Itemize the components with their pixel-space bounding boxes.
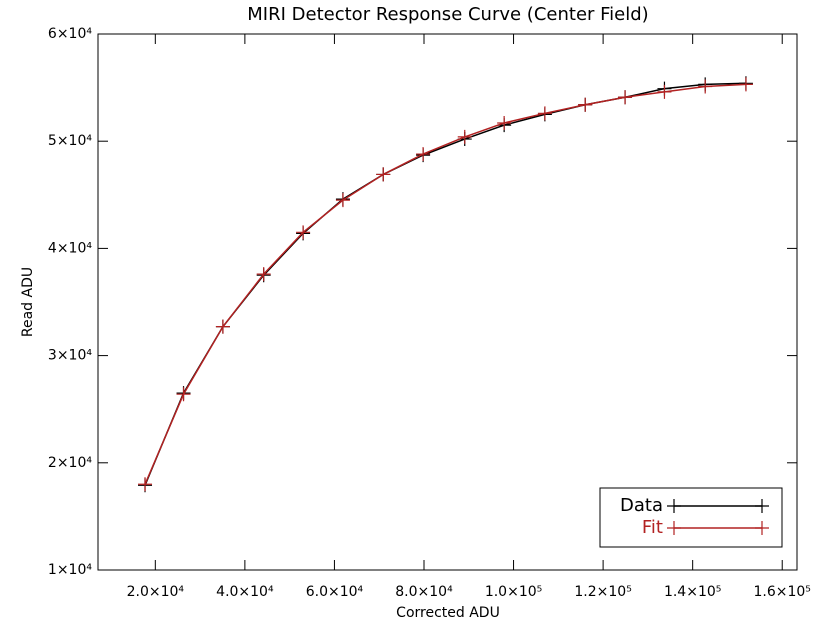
data-marker xyxy=(657,84,672,99)
y-tick-label: 2×10⁴ xyxy=(48,455,92,471)
x-tick-label: 1.4×10⁵ xyxy=(664,584,721,600)
legend-marker xyxy=(667,521,681,535)
data-marker xyxy=(335,193,350,208)
data-marker xyxy=(296,225,311,240)
x-tick-label: 1.6×10⁵ xyxy=(754,584,811,600)
data-marker xyxy=(537,106,552,121)
y-tick-label: 4×10⁴ xyxy=(48,240,92,256)
data-marker xyxy=(176,387,191,402)
series-line xyxy=(144,82,746,486)
legend-marker xyxy=(755,521,769,535)
x-tick-label: 1.0×10⁵ xyxy=(485,584,542,600)
data-marker xyxy=(578,97,593,112)
x-tick-label: 8.0×10⁴ xyxy=(395,584,453,600)
legend-box xyxy=(599,487,783,548)
x-tick-label: 1.2×10⁵ xyxy=(574,584,631,600)
chart-title: MIRI Detector Response Curve (Center Fie… xyxy=(247,4,648,25)
data-marker xyxy=(738,77,753,92)
data-marker xyxy=(215,319,230,334)
data-marker xyxy=(376,167,391,182)
series-line xyxy=(144,83,746,485)
y-tick-label: 3×10⁴ xyxy=(48,348,92,364)
x-tick-label: 4.0×10⁴ xyxy=(216,584,274,600)
data-marker xyxy=(497,115,512,130)
data-marker xyxy=(416,147,431,162)
legend-label: Fit xyxy=(642,517,663,538)
data-marker xyxy=(618,90,633,105)
y-tick-label: 5×10⁴ xyxy=(48,133,92,149)
data-marker xyxy=(457,129,472,144)
y-tick-label: 1×10⁴ xyxy=(48,562,92,578)
x-tick-label: 6.0×10⁴ xyxy=(306,584,364,600)
data-marker xyxy=(256,267,271,282)
data-marker xyxy=(698,79,713,94)
plot-frame xyxy=(97,33,798,571)
y-axis-label: Read ADU xyxy=(20,267,36,337)
legend-marker xyxy=(667,499,681,513)
y-tick-label: 6×10⁴ xyxy=(48,26,92,42)
legend-label: Data xyxy=(620,495,663,516)
x-tick-label: 2.0×10⁴ xyxy=(127,584,185,600)
data-marker xyxy=(138,477,153,492)
x-axis-label: Corrected ADU xyxy=(396,605,500,621)
legend-marker xyxy=(755,499,769,513)
